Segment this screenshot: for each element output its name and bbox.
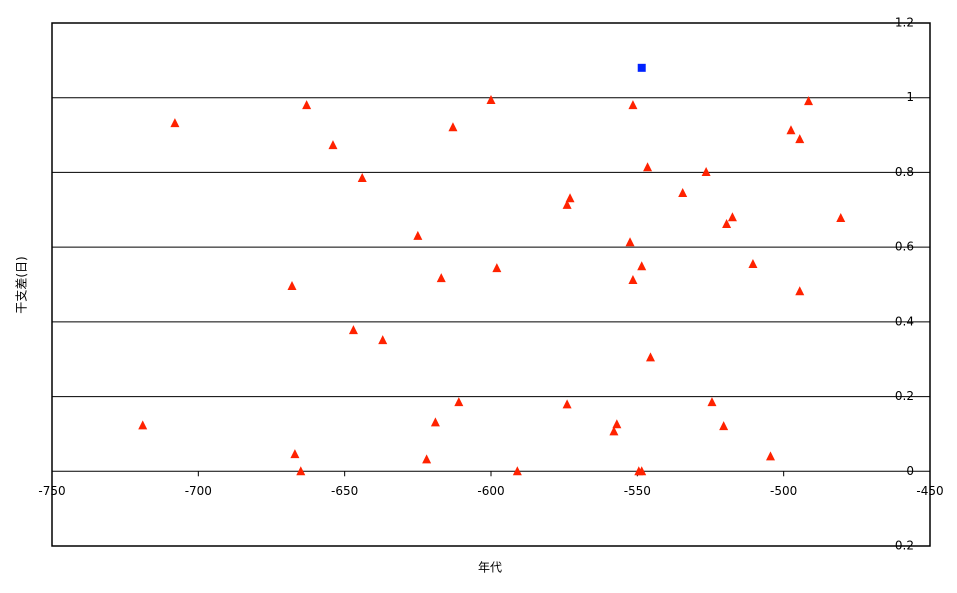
point	[628, 100, 638, 110]
point	[486, 94, 496, 104]
point	[290, 449, 300, 459]
point	[722, 218, 732, 228]
point	[562, 199, 572, 209]
point	[512, 466, 522, 476]
point	[727, 212, 737, 222]
point	[795, 134, 805, 144]
x-tick-label: -750	[38, 484, 65, 498]
point	[565, 193, 575, 203]
point	[786, 125, 796, 135]
point	[296, 466, 306, 476]
point	[836, 213, 846, 223]
point	[609, 426, 619, 436]
point	[628, 275, 638, 285]
point	[328, 140, 338, 150]
y-tick-label: 0.2	[895, 539, 914, 553]
plot-frame	[51, 22, 931, 547]
point	[138, 420, 148, 430]
point	[448, 122, 458, 132]
point	[170, 118, 180, 128]
x-tick-label: -500	[770, 484, 797, 498]
y-tick-label: 1.2	[895, 16, 914, 30]
point	[413, 230, 423, 240]
point	[430, 417, 440, 427]
x-tick-label: -700	[185, 484, 212, 498]
point	[701, 167, 711, 177]
x-tick-label: -600	[477, 484, 504, 498]
point	[562, 399, 572, 409]
x-tick-label: -450	[916, 484, 943, 498]
point	[678, 187, 688, 197]
x-tick-label: -650	[331, 484, 358, 498]
x-tick-label: -550	[624, 484, 651, 498]
point	[637, 261, 647, 271]
point	[302, 100, 312, 110]
point	[637, 466, 647, 476]
point	[646, 352, 656, 362]
x-axis-title: 年代	[478, 561, 502, 575]
point	[637, 63, 646, 72]
point	[454, 397, 464, 407]
point	[492, 263, 502, 273]
point	[357, 173, 367, 183]
y-axis-title: 干支差(日)	[15, 256, 29, 313]
point	[436, 273, 446, 283]
point	[287, 280, 297, 290]
point	[748, 258, 758, 268]
point	[765, 451, 775, 461]
point	[707, 397, 717, 407]
point	[795, 286, 805, 296]
point	[378, 335, 388, 345]
point	[348, 325, 358, 335]
point	[719, 421, 729, 431]
point	[625, 237, 635, 247]
point	[422, 454, 432, 464]
point	[804, 96, 814, 106]
point	[612, 419, 622, 429]
point	[643, 162, 653, 172]
